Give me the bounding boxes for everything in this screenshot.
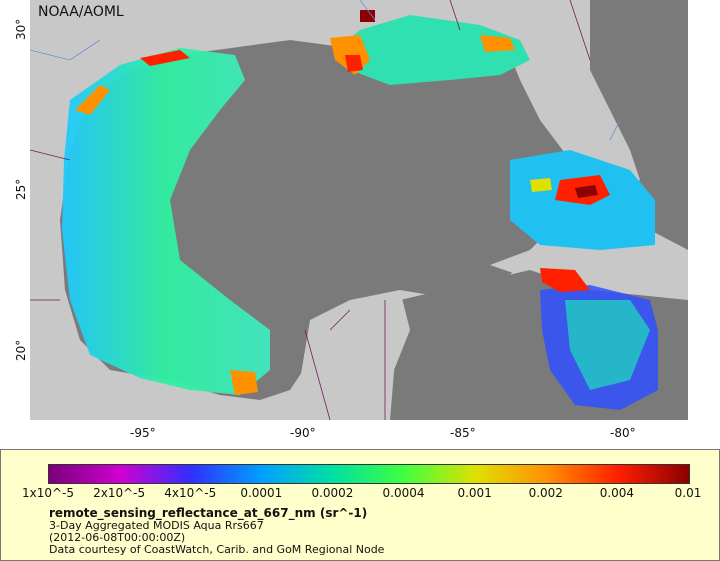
colorbar-label: 1x10^-5 (21, 486, 75, 500)
credit-label: NOAA/AOML (38, 4, 124, 20)
atlantic-water (590, 0, 688, 250)
colorbar-label: 0.0001 (240, 486, 283, 500)
lat-tick-25: 25° (14, 178, 28, 200)
lon-tick-80: -80° (610, 426, 636, 440)
gulf-of-mexico-map (30, 0, 688, 420)
map-panel: NOAA/AOML (30, 0, 688, 420)
legend-panel: 1x10^-5 2x10^-5 4x10^-5 0.0001 0.0002 0.0004 0… (0, 449, 720, 561)
legend-line-2: (2012-06-08T00:00:00Z) (49, 531, 186, 544)
colorbar-label: 0.01 (674, 486, 702, 500)
colorbar-label: 0.0004 (382, 486, 425, 500)
colorbar-label: 2x10^-5 (93, 486, 146, 500)
legend-line-1: 3-Day Aggregated MODIS Aqua Rrs667 (49, 519, 264, 532)
lon-tick-85: -85° (450, 426, 476, 440)
cuba-land (490, 250, 688, 290)
lon-tick-95: -95° (130, 426, 156, 440)
colorbar-label: 4x10^-5 (164, 486, 217, 500)
west-shelf-data (62, 48, 270, 395)
yucatan-land (300, 290, 410, 420)
lat-tick-20: 20° (14, 339, 28, 361)
lon-tick-90: -90° (290, 426, 316, 440)
legend-line-3: Data courtesy of CoastWatch, Carib. and … (49, 543, 385, 556)
north-shelf-data (335, 15, 530, 85)
colorbar-label: 0.0002 (311, 486, 354, 500)
colorbar (48, 464, 690, 484)
colorbar-label: 0.001 (457, 486, 492, 500)
lat-tick-30: 30° (14, 18, 28, 40)
legend-title: remote_sensing_reflectance_at_667_nm (sr… (49, 506, 368, 520)
florida-land (500, 30, 640, 200)
colorbar-label: 0.002 (528, 486, 563, 500)
colorbar-label: 0.004 (599, 486, 635, 500)
